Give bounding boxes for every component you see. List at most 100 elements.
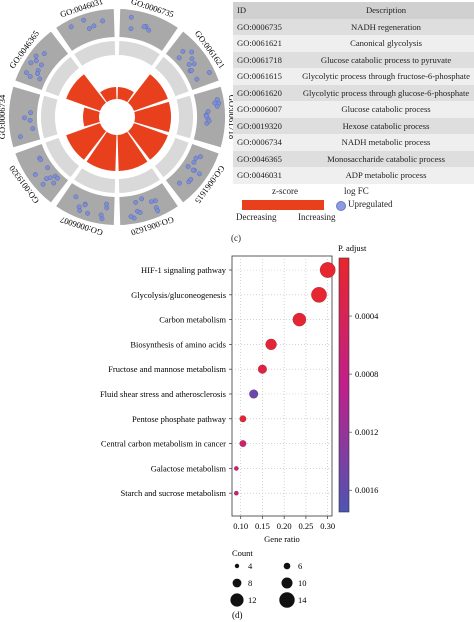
gene-dot: [133, 199, 139, 205]
header-id: ID: [233, 2, 299, 19]
gene-dot: [205, 109, 211, 114]
gene-dot: [137, 210, 143, 215]
go-description-cell: Glycolytic process through glucose-6-pho…: [298, 84, 474, 101]
gene-dot: [189, 56, 195, 62]
inner-segment: [45, 137, 80, 178]
x-tick-label: 0.25: [298, 521, 313, 531]
y-tick-label: Fluid shear stress and atherosclerosis: [100, 389, 226, 399]
size-legend-label: 4: [248, 561, 253, 571]
gene-dot: [148, 199, 154, 205]
gene-dot: [189, 49, 195, 55]
data-point: [239, 415, 247, 423]
table-header-row: ID Description: [233, 2, 474, 19]
colorbar-tick-label: 0.0008: [355, 369, 378, 379]
outer-segment: [119, 183, 178, 225]
gene-dot: [32, 172, 38, 177]
data-point: [233, 490, 239, 496]
gene-dot: [196, 171, 202, 177]
data-point: [311, 286, 327, 303]
gene-dot: [185, 164, 191, 169]
gene-dot: [77, 208, 83, 213]
gene-dot: [206, 70, 212, 75]
gene-dot: [82, 202, 88, 208]
logfc-title: log FC: [344, 186, 369, 196]
gene-dot: [37, 76, 43, 82]
colorbar: [338, 257, 350, 513]
zscore-bar: [66, 74, 106, 111]
gene-dot: [85, 210, 91, 216]
data-point: [265, 338, 277, 351]
inner-segment: [118, 41, 160, 66]
upregulated-label: Upregulated: [348, 199, 393, 209]
go-id-cell: GO:0061718: [233, 51, 299, 68]
x-tick-label: 0.10: [233, 521, 248, 531]
size-legend-dot: [283, 562, 291, 570]
gene-dot: [206, 118, 212, 124]
go-id-cell: GO:0046365: [233, 150, 299, 167]
gene-dot: [23, 70, 29, 76]
gene-dot: [146, 27, 152, 33]
inner-segment: [41, 95, 58, 139]
gene-dot: [39, 62, 44, 68]
gene-dot: [28, 60, 34, 66]
gene-dot: [152, 198, 158, 204]
colorbar-tick-label: 0.0012: [355, 427, 378, 437]
inner-segment: [154, 137, 189, 178]
y-tick-label: Pentose phosphate pathway: [132, 414, 227, 424]
gene-dot: [212, 100, 218, 106]
gene-dot: [45, 165, 50, 171]
zscore-bar: [86, 131, 117, 171]
data-point: [257, 364, 268, 374]
gene-dot: [33, 58, 39, 64]
kegg-dot-plot: 0.10 0.15 0.20 0.25 0.30 HIF-1 signaling path…: [100, 243, 379, 620]
gene-dot: [198, 154, 203, 160]
go-id-cell: GO:0046031: [233, 167, 299, 184]
size-legend-dot: [234, 563, 240, 569]
zscore-bar: [134, 101, 171, 133]
y-tick-label: Central carbon metabolism in cancer: [101, 439, 226, 449]
gene-dot: [41, 51, 47, 56]
go-description-cell: Monosaccharide catabolic process: [298, 150, 474, 167]
size-legend-title: Count: [232, 548, 253, 558]
zscore-bar: [66, 123, 106, 160]
gene-dot: [47, 175, 53, 181]
go-description-cell: Canonical glycolysis: [298, 35, 474, 52]
go-id-cell: GO:0006735: [233, 18, 299, 35]
gene-dot: [73, 194, 79, 200]
gene-dot: [100, 18, 106, 24]
gene-dot: [141, 24, 147, 30]
table-row: GO:0061615 Glycolytic process through fru…: [233, 68, 474, 85]
gene-dot: [203, 113, 209, 119]
gene-dot: [27, 74, 33, 79]
gene-dot: [155, 208, 161, 214]
colorbar-tick-label: 0.0016: [355, 485, 378, 495]
gene-dot: [33, 53, 39, 59]
table-row: GO:0061620 Glycolytic process through glu…: [233, 84, 474, 101]
gene-dot: [27, 118, 33, 123]
gene-dot: [128, 214, 134, 219]
go-id-cell: GO:0061621: [233, 35, 299, 52]
y-tick-label: Glycolysis/gluconeogenesis: [131, 290, 226, 300]
zscore-title: z-score: [272, 186, 298, 196]
go-description-cell: NADH regeneration: [298, 18, 474, 35]
panel-d-label: (d): [232, 610, 243, 620]
size-legend-label: 6: [298, 561, 302, 571]
inner-segment: [154, 56, 189, 97]
gene-dot: [186, 62, 192, 67]
size-legend-label: 14: [298, 595, 307, 605]
go-id-cell: GO:0061620: [233, 84, 299, 101]
gene-dot: [194, 76, 200, 82]
go-id-cell: GO:0061615: [233, 68, 299, 85]
x-axis-label: Gene ratio: [264, 534, 300, 544]
zscore-bar: [83, 107, 100, 127]
gene-dot: [68, 24, 74, 30]
header-description: Description: [298, 2, 474, 19]
gene-dot: [188, 176, 194, 182]
outer-segment: [15, 143, 69, 203]
gene-dot: [176, 55, 182, 61]
go-term-label: GO:0061718: [227, 95, 234, 139]
gene-dot: [180, 49, 186, 54]
go-id-cell: GO:0006734: [233, 134, 299, 151]
y-tick-label: Biosynthesis of amino acids: [130, 339, 226, 349]
y-tick-label: Fructose and mannose metabolism: [108, 364, 226, 374]
